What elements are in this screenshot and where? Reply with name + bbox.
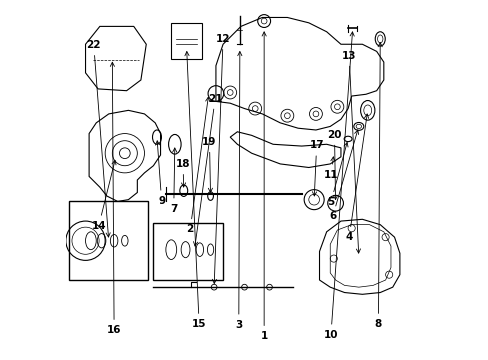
Text: 18: 18 bbox=[176, 159, 190, 187]
Text: 1: 1 bbox=[260, 32, 267, 341]
Text: 20: 20 bbox=[326, 130, 341, 199]
Text: 2: 2 bbox=[186, 97, 209, 234]
Text: 7: 7 bbox=[170, 148, 177, 213]
Text: 22: 22 bbox=[86, 40, 110, 237]
Bar bbox=[153, 223, 223, 280]
Text: 9: 9 bbox=[155, 141, 165, 206]
Text: 12: 12 bbox=[212, 34, 230, 283]
Text: 5: 5 bbox=[326, 143, 347, 207]
Text: 14: 14 bbox=[91, 160, 116, 231]
Text: 11: 11 bbox=[324, 157, 338, 180]
Text: 4: 4 bbox=[345, 114, 368, 242]
Text: 8: 8 bbox=[374, 42, 382, 329]
Text: 6: 6 bbox=[328, 130, 358, 221]
Text: 3: 3 bbox=[235, 51, 242, 330]
Text: 13: 13 bbox=[341, 51, 360, 253]
Text: 10: 10 bbox=[323, 32, 353, 340]
Bar bbox=[69, 202, 148, 280]
Text: 16: 16 bbox=[107, 62, 121, 335]
Text: 15: 15 bbox=[184, 51, 206, 329]
Text: 17: 17 bbox=[309, 140, 324, 196]
Text: 21: 21 bbox=[193, 94, 222, 246]
Text: 19: 19 bbox=[202, 137, 216, 192]
